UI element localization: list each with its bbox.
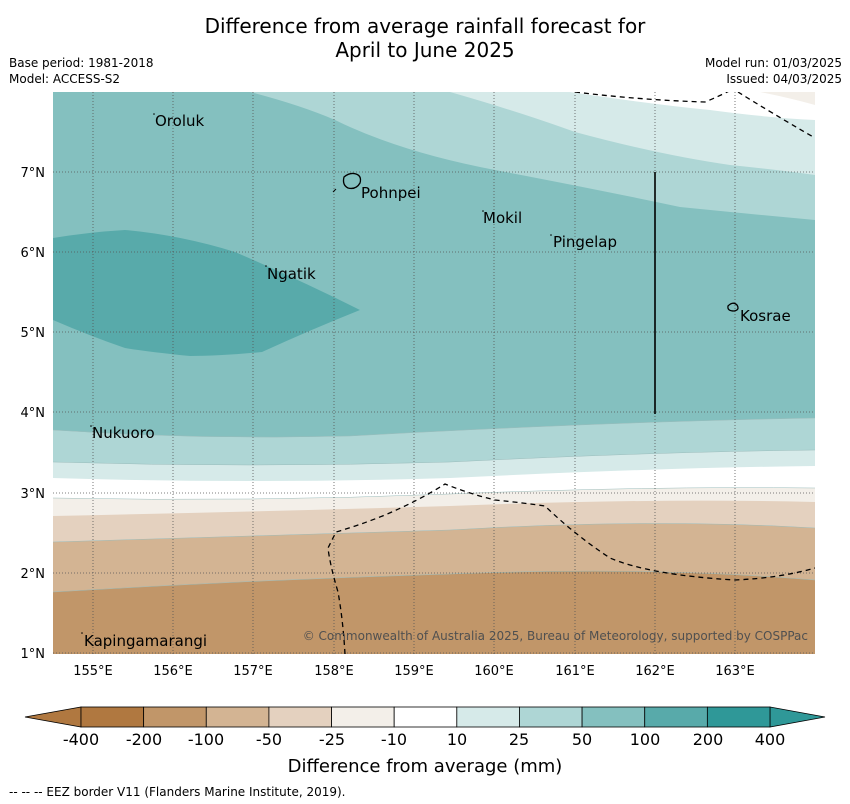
copyright-notice: © Commonwealth of Australia 2025, Bureau… bbox=[303, 629, 808, 643]
label-ngatik: Ngatik bbox=[267, 265, 316, 283]
colorbar-title: Difference from average (mm) bbox=[287, 756, 563, 777]
label-nukuoro: Nukuoro bbox=[92, 424, 155, 442]
colorbar-extend-high bbox=[769, 706, 826, 728]
colorbar-label: 400 bbox=[754, 730, 786, 749]
band-100-200-blob bbox=[53, 230, 360, 356]
model-run: Model run: 01/03/2025 bbox=[704, 56, 842, 70]
colorbar bbox=[24, 706, 826, 728]
colorbar-label: -10 bbox=[380, 730, 408, 749]
lat-tick: 3°N bbox=[21, 487, 46, 502]
kapingamarangi-atoll bbox=[81, 632, 83, 634]
lon-tick: 156°E bbox=[153, 664, 193, 679]
nukuoro-atoll bbox=[90, 425, 92, 427]
colorbar-extend-low bbox=[24, 706, 82, 728]
pohnpei-islet bbox=[332, 188, 337, 193]
colorbar-swatch bbox=[143, 706, 207, 728]
lat-tick: 7°N bbox=[21, 166, 46, 181]
pohnpei-island bbox=[342, 172, 362, 190]
colorbar-swatch bbox=[581, 706, 646, 728]
lon-tick: 159°E bbox=[394, 664, 434, 679]
colorbar-swatch bbox=[268, 706, 332, 728]
lon-tick: 160°E bbox=[474, 664, 514, 679]
colorbar-swatch bbox=[393, 706, 458, 728]
model-name: Model: ACCESS-S2 bbox=[9, 72, 121, 86]
colorbar-label: 100 bbox=[629, 730, 661, 749]
lon-tick: 161°E bbox=[555, 664, 595, 679]
lat-tick: 4°N bbox=[21, 406, 46, 421]
colorbar-label: 200 bbox=[692, 730, 724, 749]
colorbar-label: 50 bbox=[571, 730, 593, 749]
map-title-line1: Difference from average rainfall forecas… bbox=[204, 14, 646, 38]
colorbar-swatch bbox=[644, 706, 708, 728]
lat-tick: 1°N bbox=[21, 647, 46, 662]
map-title-line2: April to June 2025 bbox=[335, 38, 515, 62]
issued-date: Issued: 04/03/2025 bbox=[726, 72, 842, 86]
lon-tick: 155°E bbox=[73, 664, 113, 679]
lat-tick: 2°N bbox=[21, 567, 46, 582]
colorbar-label: -200 bbox=[125, 730, 163, 749]
colorbar-swatch bbox=[519, 706, 583, 728]
ngatik-atoll bbox=[265, 265, 267, 267]
band-neutral-north bbox=[570, 92, 815, 120]
lon-tick: 158°E bbox=[314, 664, 354, 679]
band-dry-north bbox=[760, 92, 815, 105]
colorbar-label: 25 bbox=[508, 730, 530, 749]
colorbar-swatch bbox=[80, 706, 145, 728]
colorbar-label: -50 bbox=[255, 730, 283, 749]
label-oroluk: Oroluk bbox=[155, 112, 204, 130]
eez-legend-note: -- -- -- EEZ border V11 (Flanders Marine… bbox=[9, 785, 346, 799]
map-plot-area bbox=[53, 92, 815, 654]
lat-tick: 5°N bbox=[21, 326, 46, 341]
band-10-25-north bbox=[450, 92, 815, 175]
base-period: Base period: 1981-2018 bbox=[9, 56, 154, 70]
label-kapingamarangi: Kapingamarangi bbox=[84, 632, 207, 650]
label-kosrae: Kosrae bbox=[740, 307, 791, 325]
label-pingelap: Pingelap bbox=[553, 233, 617, 251]
colorbar-swatch bbox=[456, 706, 520, 728]
label-mokil: Mokil bbox=[483, 209, 522, 227]
lon-tick: 163°E bbox=[715, 664, 755, 679]
label-pohnpei: Pohnpei bbox=[361, 184, 421, 202]
gridlines bbox=[53, 92, 815, 654]
oroluk-atoll bbox=[153, 113, 155, 115]
latitude-ticks: 7°N 6°N 5°N 4°N 3°N 2°N 1°N bbox=[21, 166, 46, 662]
band-edges bbox=[53, 417, 815, 593]
pingelap-atoll bbox=[550, 234, 552, 236]
lon-tick: 162°E bbox=[635, 664, 675, 679]
longitude-ticks: 155°E 156°E 157°E 158°E 159°E 160°E 161°… bbox=[73, 664, 755, 679]
lat-tick: 6°N bbox=[21, 246, 46, 261]
mokil-atoll bbox=[482, 210, 484, 212]
colorbar-swatch bbox=[205, 706, 270, 728]
colorbar-swatch bbox=[331, 706, 395, 728]
colorbar-label: -100 bbox=[187, 730, 225, 749]
colorbar-label: 10 bbox=[446, 730, 468, 749]
kosrae-island bbox=[727, 302, 739, 312]
eez-border bbox=[327, 92, 815, 654]
colorbar-label: -25 bbox=[318, 730, 346, 749]
lon-tick: 157°E bbox=[233, 664, 273, 679]
colorbar-swatch bbox=[706, 706, 771, 728]
colorbar-label: -400 bbox=[62, 730, 100, 749]
band-dry-100-200 bbox=[53, 571, 815, 654]
